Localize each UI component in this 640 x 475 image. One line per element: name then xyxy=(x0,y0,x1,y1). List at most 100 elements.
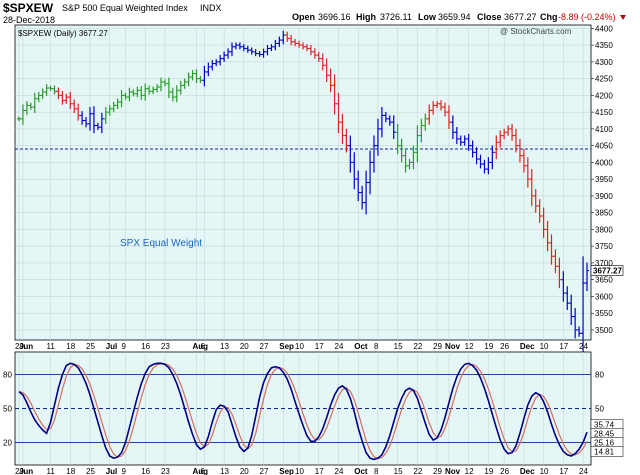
x-tick-label-lower: 24 xyxy=(335,467,344,475)
ohlc-bar xyxy=(446,105,451,130)
price-y-tick-label: 4100 xyxy=(595,125,613,134)
x-tick-label-lower: 12 xyxy=(465,467,474,475)
x-tick-label-lower: 17 xyxy=(559,467,568,475)
ohlc-bar xyxy=(103,106,108,124)
ohlc-bar xyxy=(565,286,570,310)
ohlc-bar xyxy=(155,83,160,93)
ohlc-bar xyxy=(24,101,29,115)
osc-level-label-left: 20 xyxy=(3,438,12,447)
x-tick-label-lower: 26 xyxy=(500,467,509,475)
ohlc-bar xyxy=(364,170,369,215)
price-y-tick-label: 3900 xyxy=(595,192,613,201)
ohlc-bar xyxy=(297,40,302,48)
ohlc-bar xyxy=(431,101,436,115)
x-tick-label: 19 xyxy=(484,342,493,351)
ohlc-bar xyxy=(139,86,144,100)
x-tick-label: 23 xyxy=(161,342,170,351)
price-y-tick-label: 3800 xyxy=(595,225,613,234)
x-tick-label-lower: 10 xyxy=(295,467,304,475)
stoch-d-line xyxy=(18,363,588,460)
x-tick-label-lower: 22 xyxy=(413,467,422,475)
ohlc-bar xyxy=(379,107,384,138)
ohlc-bar xyxy=(107,105,112,116)
x-tick-label-lower: Sep xyxy=(279,467,294,475)
ohlc-bar xyxy=(230,42,234,57)
ohlc-bar xyxy=(198,75,203,83)
x-tick-label-lower: 15 xyxy=(394,467,403,475)
price-y-tick-label: 4250 xyxy=(595,75,613,84)
ohlc-bar xyxy=(336,92,341,134)
ohlc-bar xyxy=(174,85,179,103)
down-arrow-icon xyxy=(620,15,626,20)
index-description: S&P 500 Equal Weighted Index xyxy=(62,3,188,13)
x-tick-label-lower: 9 xyxy=(122,467,127,475)
high-label: High xyxy=(356,12,376,22)
osc-tag-value: 14.81 xyxy=(594,448,615,457)
ohlc-bar xyxy=(435,101,440,109)
osc-level-label-right: 50 xyxy=(595,405,604,414)
symbol-label: $SPXEW xyxy=(3,1,54,15)
ohlc-bar xyxy=(344,128,349,153)
ohlc-bar xyxy=(28,102,33,110)
ohlc-bar xyxy=(462,135,467,146)
x-tick-label-lower: 16 xyxy=(141,467,150,475)
ohlc-bar xyxy=(407,158,412,170)
x-tick-label-lower: 11 xyxy=(47,467,56,475)
ohlc-bar xyxy=(474,147,479,165)
price-y-tick-label: 4350 xyxy=(595,41,613,50)
x-tick-label: 16 xyxy=(141,342,150,351)
x-tick-label-lower: Jun xyxy=(19,467,33,475)
open-label: Open xyxy=(292,12,315,22)
ohlc-bar xyxy=(84,117,89,128)
x-tick-label-lower: 24 xyxy=(579,467,588,475)
stoch-k-line xyxy=(18,362,588,461)
ohlc-bar xyxy=(123,92,128,100)
ohlc-bar xyxy=(403,148,408,173)
x-tick-label-lower: 27 xyxy=(260,467,269,475)
ohlc-bar xyxy=(368,150,373,195)
price-y-tick-label: 3550 xyxy=(595,309,613,318)
ohlc-bar xyxy=(391,115,396,140)
ohlc-bar xyxy=(324,58,329,83)
ohlc-bar xyxy=(478,154,483,169)
chg-value: -8.89 (-0.24%) xyxy=(558,12,616,22)
ohlc-bar xyxy=(162,79,167,87)
osc-level-label-left: 50 xyxy=(3,405,12,414)
ohlc-bar xyxy=(80,111,85,125)
x-tick-label: Sep xyxy=(279,342,294,351)
ohlc-bar xyxy=(352,152,357,190)
price-y-tick-label: 4400 xyxy=(595,24,613,33)
x-tick-label-lower: 13 xyxy=(220,467,229,475)
x-tick-label: 29 xyxy=(433,342,442,351)
x-tick-label-lower: Dec xyxy=(520,467,535,475)
x-tick-label: 27 xyxy=(260,342,269,351)
price-y-tick-label: 4050 xyxy=(595,142,613,151)
x-tick-label: 11 xyxy=(47,342,56,351)
close-value: 3677.27 xyxy=(504,12,537,22)
x-tick-label: 6 xyxy=(200,342,205,351)
ohlc-bar xyxy=(506,125,511,136)
ohlc-bar xyxy=(147,85,152,95)
x-tick-label: Nov xyxy=(445,342,461,351)
price-y-tick-label: 4300 xyxy=(595,58,613,67)
ohlc-bar xyxy=(44,84,49,96)
ohlc-bar xyxy=(170,87,175,102)
osc-tag-value: 25.16 xyxy=(594,439,615,448)
high-value: 3726.11 xyxy=(380,12,412,22)
ohlc-bar xyxy=(466,133,471,151)
ohlc-bar xyxy=(72,99,77,114)
ohlc-bar xyxy=(131,89,136,97)
x-tick-label: 26 xyxy=(500,342,509,351)
low-label: Low xyxy=(418,12,437,22)
ohlc-bar xyxy=(265,44,270,56)
ohlc-bar xyxy=(68,91,73,109)
x-tick-label-lower: Jul xyxy=(106,467,118,475)
price-panel-bg xyxy=(14,24,592,341)
ohlc-bar xyxy=(569,294,574,326)
ohlc-bar xyxy=(214,59,219,67)
ohlc-bar xyxy=(541,207,546,238)
legend-text: $SPXEW (Daily) 3677.27 xyxy=(18,29,108,38)
ohlc-bar xyxy=(32,92,37,114)
